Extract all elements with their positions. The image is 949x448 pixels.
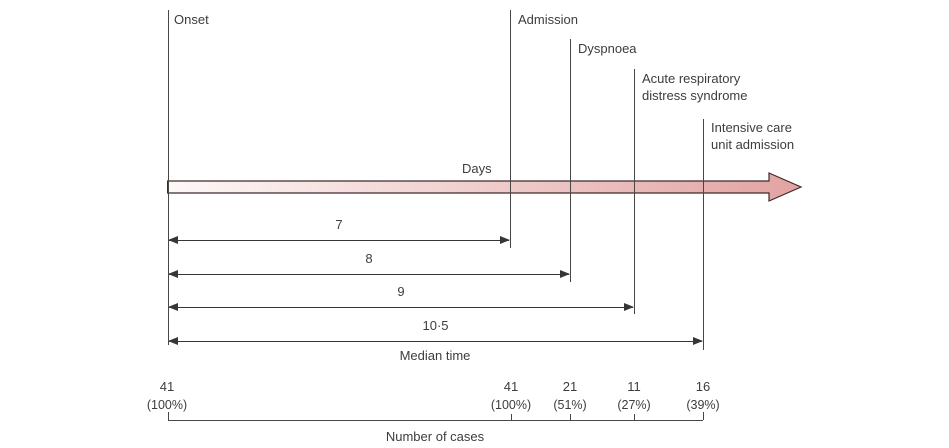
case-percent: (100%): [490, 398, 532, 412]
median-arrow-value: 7: [335, 217, 343, 232]
case-count: 16: [695, 379, 711, 394]
case-percent: (100%): [146, 398, 188, 412]
median-time-caption: Median time: [399, 348, 471, 363]
timeline-arrow-shape: [167, 172, 803, 202]
case-percent: (27%): [617, 398, 651, 412]
number-of-cases-caption: Number of cases: [385, 429, 485, 444]
bracket-tick: [570, 414, 572, 420]
double-arrow: [168, 335, 703, 348]
cases-ards: 11 (27%): [592, 378, 676, 414]
double-arrow: [168, 301, 634, 314]
event-line-admission: [510, 10, 512, 248]
median-arrow-value: 10·5: [422, 318, 449, 333]
event-label-ards: Acute respiratory distress syndrome: [642, 70, 747, 104]
event-line-icu: [703, 119, 705, 350]
event-label-text: unit admission: [711, 137, 795, 152]
case-count: 41: [159, 379, 175, 394]
event-label-text: Admission: [518, 12, 578, 27]
arrowhead-right-icon: [624, 302, 634, 311]
event-label-text: Onset: [174, 12, 209, 27]
event-line-dyspnoea: [570, 39, 572, 282]
bracket-tick: [510, 414, 512, 420]
event-line-onset: [168, 10, 170, 345]
days-timeline-arrow: [167, 172, 803, 202]
case-count: 21: [562, 379, 578, 394]
event-label-text: distress syndrome: [642, 88, 748, 103]
event-label-admission: Admission: [518, 11, 578, 28]
event-label-text: Acute respiratory: [642, 71, 741, 86]
cases-icu: 16 (39%): [661, 378, 745, 414]
median-arrow-10-5: 10·5: [168, 318, 703, 348]
arrow-shaft: [169, 239, 509, 241]
arrow-shaft: [169, 273, 569, 275]
event-label-dyspnoea: Dyspnoea: [578, 40, 637, 57]
event-label-icu: Intensive care unit admission: [711, 119, 794, 153]
cases-admission: 41 (100%): [469, 378, 553, 414]
event-label-onset: Onset: [174, 11, 209, 28]
arrowhead-right-icon: [693, 336, 703, 345]
case-percent: (39%): [686, 398, 720, 412]
case-count: 11: [627, 379, 641, 394]
median-arrow-8: 8: [168, 251, 570, 281]
bracket-tick: [634, 414, 636, 420]
event-label-text: Intensive care: [711, 120, 792, 135]
case-percent: (51%): [553, 398, 587, 412]
event-label-text: Dyspnoea: [578, 41, 637, 56]
axis-label-days: Days: [462, 161, 492, 176]
arrowhead-right-icon: [560, 269, 570, 278]
median-arrow-value: 8: [365, 251, 373, 266]
event-line-ards: [634, 69, 636, 314]
arrow-shaft: [169, 306, 633, 308]
bracket-tick: [702, 412, 704, 420]
median-arrow-7: 7: [168, 217, 510, 247]
arrow-shaft: [169, 340, 702, 342]
cases-onset: 41 (100%): [125, 378, 209, 414]
arrowhead-right-icon: [500, 235, 510, 244]
double-arrow: [168, 268, 570, 281]
cases-dyspnoea: 21 (51%): [528, 378, 612, 414]
median-arrow-value: 9: [397, 284, 405, 299]
bracket-tick: [168, 412, 170, 420]
cases-bracket: [168, 420, 703, 422]
double-arrow: [168, 234, 510, 247]
median-arrow-9: 9: [168, 284, 634, 314]
case-count: 41: [503, 379, 519, 394]
